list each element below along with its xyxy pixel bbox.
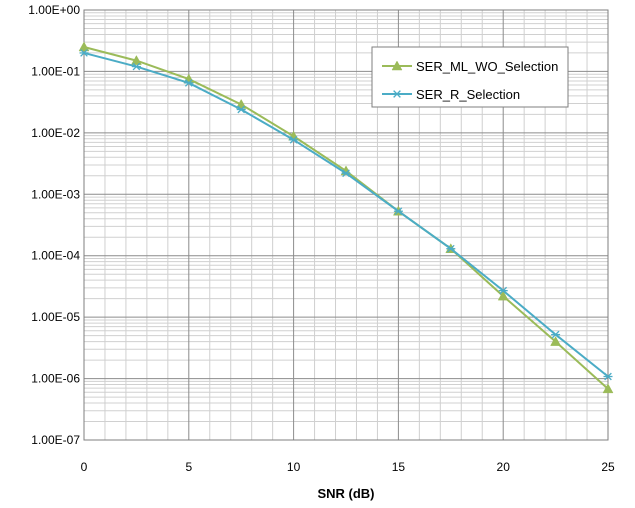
data-point-series-2 xyxy=(551,330,561,339)
data-point-series-2 xyxy=(289,135,299,144)
y-tick-label: 1.00E-03 xyxy=(31,187,80,201)
legend-marker xyxy=(392,90,402,98)
x-tick-label: 20 xyxy=(497,460,511,474)
y-tick-label: 1.00E-02 xyxy=(31,126,80,140)
legend: SER_ML_WO_Selection SER_R_Selection xyxy=(371,46,569,108)
x-tick-label: 10 xyxy=(287,460,301,474)
data-point-series-2 xyxy=(79,49,89,57)
x-tick-label: 5 xyxy=(185,460,192,474)
x-tick-label: 15 xyxy=(392,460,406,474)
minor-grid xyxy=(84,10,608,440)
data-point-series-2 xyxy=(393,207,403,216)
data-point-series-2 xyxy=(131,62,141,71)
y-axis-tick-labels: 1.00E+00 1.00E-01 1.00E-02 1.00E-03 1.00E-04… xyxy=(28,3,80,447)
legend-marker xyxy=(391,60,403,71)
legend-entry-1: SER_ML_WO_Selection xyxy=(382,59,558,74)
series-layer xyxy=(78,41,614,394)
y-tick-label: 1.00E-07 xyxy=(31,433,80,447)
data-point-series-1 xyxy=(78,41,90,52)
legend-box xyxy=(371,46,569,108)
legend-label: SER_ML_WO_Selection xyxy=(416,59,558,74)
data-point-series-2 xyxy=(236,105,246,114)
y-tick-label: 1.00E-01 xyxy=(31,64,80,78)
data-point-series-2 xyxy=(341,169,351,178)
data-point-series-1 xyxy=(130,55,142,65)
plot-border xyxy=(83,9,609,441)
x-axis-tick-labels: 0 5 10 15 20 25 xyxy=(81,460,615,474)
data-point-series-2 xyxy=(184,79,194,87)
x-tick-label: 0 xyxy=(81,460,88,474)
legend-label: SER_R_Selection xyxy=(416,87,520,102)
y-tick-label: 1.00E-06 xyxy=(31,372,80,386)
data-point-series-1 xyxy=(550,336,562,346)
x-tick-label: 25 xyxy=(601,460,615,474)
y-tick-label: 1.00E+00 xyxy=(28,3,80,17)
data-point-series-1 xyxy=(602,383,614,394)
x-axis-title: SNR (dB) xyxy=(317,486,374,501)
legend-entry-2: SER_R_Selection xyxy=(382,87,520,102)
data-point-series-2 xyxy=(446,244,456,253)
data-point-series-1 xyxy=(497,290,509,301)
y-tick-label: 1.00E-04 xyxy=(31,249,80,263)
data-point-series-2 xyxy=(603,372,613,381)
data-point-series-2 xyxy=(498,286,508,295)
y-tick-label: 1.00E-05 xyxy=(31,310,80,324)
